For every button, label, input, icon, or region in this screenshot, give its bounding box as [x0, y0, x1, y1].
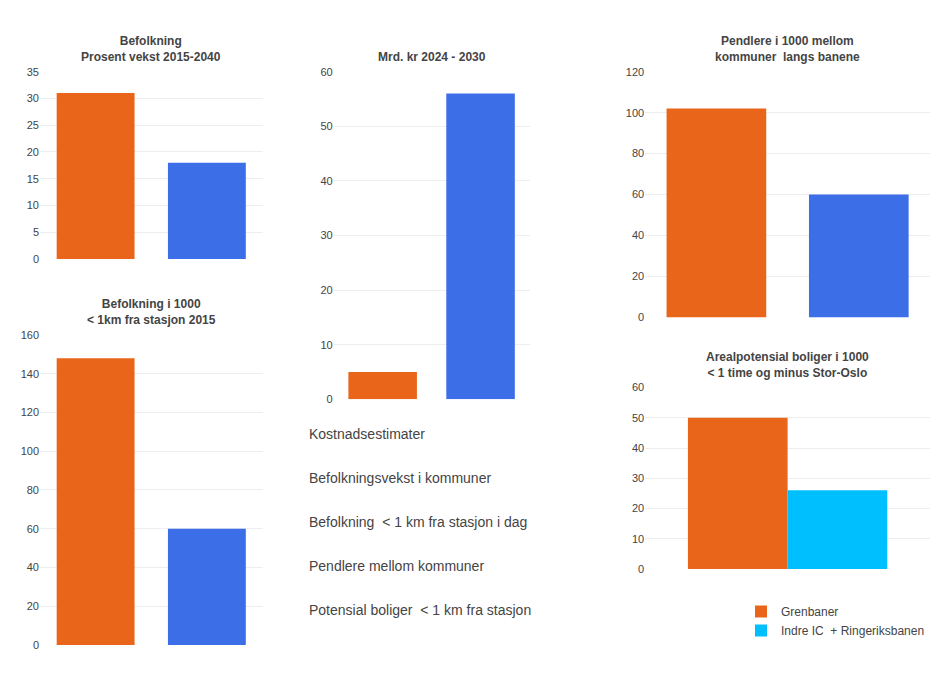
svg-text:80: 80: [27, 484, 39, 496]
svg-text:Grenbaner: Grenbaner: [781, 605, 838, 619]
svg-text:40: 40: [632, 229, 644, 241]
svg-text:Pendlere mellom kommuner: Pendlere mellom kommuner: [309, 558, 484, 574]
svg-text:160: 160: [21, 329, 39, 341]
svg-text:30: 30: [632, 472, 644, 484]
svg-text:0: 0: [638, 563, 644, 575]
svg-text:10: 10: [632, 533, 644, 545]
svg-text:50: 50: [632, 412, 644, 424]
svg-text:20: 20: [320, 284, 332, 296]
svg-text:5: 5: [33, 226, 39, 238]
svg-text:0: 0: [33, 253, 39, 265]
svg-text:Pendlere i 1000 mellomkommuner: Pendlere i 1000 mellomkommuner langs ban…: [715, 34, 860, 64]
svg-text:30: 30: [27, 92, 39, 104]
svg-text:60: 60: [632, 188, 644, 200]
svg-text:10: 10: [27, 199, 39, 211]
svg-text:Arealpotensial boliger i 1000<: Arealpotensial boliger i 1000< 1 time og…: [706, 350, 869, 380]
svg-text:Befolkningsvekst i kommuner: Befolkningsvekst i kommuner: [309, 470, 491, 486]
svg-text:50: 50: [320, 120, 332, 132]
svg-text:140: 140: [21, 368, 39, 380]
svg-text:30: 30: [320, 229, 332, 241]
svg-text:20: 20: [632, 270, 644, 282]
svg-text:60: 60: [27, 523, 39, 535]
svg-text:Indre IC + Ringeriksbanen: Indre IC + Ringeriksbanen: [781, 624, 924, 638]
svg-text:Kostnadsestimater: Kostnadsestimater: [309, 426, 425, 442]
svg-text:Potensial boliger < 1 km fra: Potensial boliger < 1 km fra stasjon: [309, 602, 531, 618]
svg-text:25: 25: [27, 119, 39, 131]
svg-text:20: 20: [632, 502, 644, 514]
svg-text:Befolkning < 1 km fra stasjon: Befolkning < 1 km fra stasjon i dag: [309, 514, 527, 530]
svg-text:0: 0: [327, 393, 333, 405]
svg-text:15: 15: [27, 173, 39, 185]
svg-text:80: 80: [632, 147, 644, 159]
svg-text:Befolkning i 1000< 1km fra sta: Befolkning i 1000< 1km fra stasjon 2015: [87, 297, 216, 327]
svg-text:60: 60: [632, 381, 644, 393]
svg-text:Mrd. kr 2024 - 2030: Mrd. kr 2024 - 2030: [378, 50, 486, 64]
svg-text:100: 100: [21, 445, 39, 457]
svg-text:0: 0: [33, 639, 39, 651]
svg-text:60: 60: [320, 66, 332, 78]
svg-text:40: 40: [27, 561, 39, 573]
svg-text:35: 35: [27, 66, 39, 78]
svg-text:100: 100: [626, 107, 644, 119]
svg-text:10: 10: [320, 339, 332, 351]
svg-text:40: 40: [320, 175, 332, 187]
svg-text:20: 20: [27, 600, 39, 612]
svg-text:120: 120: [626, 66, 644, 78]
svg-text:20: 20: [27, 146, 39, 158]
svg-text:40: 40: [632, 442, 644, 454]
svg-text:0: 0: [638, 311, 644, 323]
svg-text:120: 120: [21, 406, 39, 418]
svg-text:BefolkningProsent vekst 2015-2: BefolkningProsent vekst 2015-2040: [81, 34, 221, 64]
